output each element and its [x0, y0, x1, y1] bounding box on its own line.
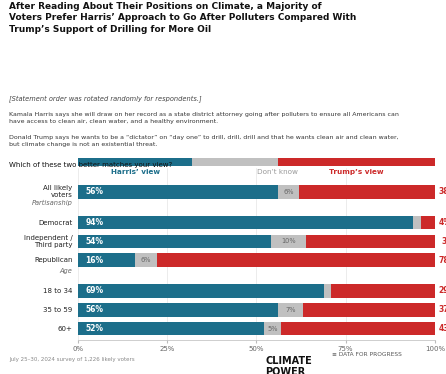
Bar: [135, 253, 157, 267]
Text: 56%: 56%: [85, 305, 103, 314]
Text: Independent /
Third party: Independent / Third party: [24, 235, 73, 248]
Text: 78%: 78%: [438, 256, 446, 265]
Bar: [78, 185, 278, 199]
Bar: [271, 234, 306, 248]
Bar: [278, 303, 303, 316]
Text: 38%: 38%: [438, 187, 446, 196]
Text: Donald Trump says he wants to be a “dictator” on “day one” to drill, drill, dril: Donald Trump says he wants to be a “dict…: [9, 135, 399, 147]
Text: 4%: 4%: [438, 218, 446, 227]
Text: 60+: 60+: [58, 325, 73, 332]
Text: 10%: 10%: [281, 238, 296, 244]
Text: 35 to 59: 35 to 59: [43, 307, 73, 313]
Text: 37%: 37%: [442, 237, 446, 246]
Text: Democrat: Democrat: [38, 220, 73, 226]
Bar: [421, 216, 435, 229]
Text: ≡ DATA FOR PROGRESS: ≡ DATA FOR PROGRESS: [332, 352, 402, 356]
Text: 56%: 56%: [85, 187, 103, 196]
Text: 54%: 54%: [85, 237, 103, 246]
Text: Kamala Harris says she will draw on her record as a state district attorney goin: Kamala Harris says she will draw on her …: [9, 112, 399, 124]
Bar: [281, 322, 435, 335]
Text: July 25–30, 2024 survey of 1,226 likely voters: July 25–30, 2024 survey of 1,226 likely …: [9, 357, 135, 362]
Text: 5%: 5%: [267, 325, 278, 332]
Bar: [324, 284, 331, 298]
Bar: [78, 253, 135, 267]
Text: Partisanship: Partisanship: [32, 200, 73, 206]
Text: 7%: 7%: [285, 307, 296, 313]
Text: Which of these two better matches your view?: Which of these two better matches your v…: [9, 162, 172, 168]
Text: Republican: Republican: [34, 257, 73, 263]
Bar: [192, 158, 278, 166]
Text: 6%: 6%: [283, 189, 294, 195]
Bar: [331, 284, 435, 298]
Bar: [278, 185, 299, 199]
Text: Harris’ view: Harris’ view: [111, 169, 160, 175]
Text: 18 to 34: 18 to 34: [43, 288, 73, 294]
Text: 52%: 52%: [85, 324, 103, 333]
Bar: [264, 322, 281, 335]
Bar: [78, 234, 271, 248]
Bar: [78, 216, 413, 229]
Bar: [299, 185, 435, 199]
Bar: [78, 284, 324, 298]
Bar: [278, 158, 435, 166]
Text: 29%: 29%: [438, 286, 446, 295]
Text: Don’t know: Don’t know: [257, 169, 298, 175]
Text: [Statement order was rotated randomly for respondents.]: [Statement order was rotated randomly fo…: [9, 95, 202, 102]
Bar: [157, 253, 435, 267]
Text: Age: Age: [60, 269, 73, 275]
Text: 37%: 37%: [438, 305, 446, 314]
Text: All likely
voters: All likely voters: [43, 186, 73, 198]
Bar: [303, 303, 435, 316]
Bar: [78, 322, 264, 335]
Bar: [78, 303, 278, 316]
Text: After Reading About Their Positions on Climate, a Majority of
Voters Prefer Harr: After Reading About Their Positions on C…: [9, 2, 356, 34]
Bar: [413, 216, 421, 229]
Text: CLIMATE
POWER: CLIMATE POWER: [265, 356, 312, 374]
Text: Trump’s view: Trump’s view: [329, 169, 384, 175]
Text: 6%: 6%: [140, 257, 151, 263]
Text: 43%: 43%: [438, 324, 446, 333]
Bar: [78, 158, 192, 166]
Text: 94%: 94%: [85, 218, 103, 227]
Bar: [306, 234, 438, 248]
Text: 69%: 69%: [85, 286, 103, 295]
Text: 16%: 16%: [85, 256, 103, 265]
